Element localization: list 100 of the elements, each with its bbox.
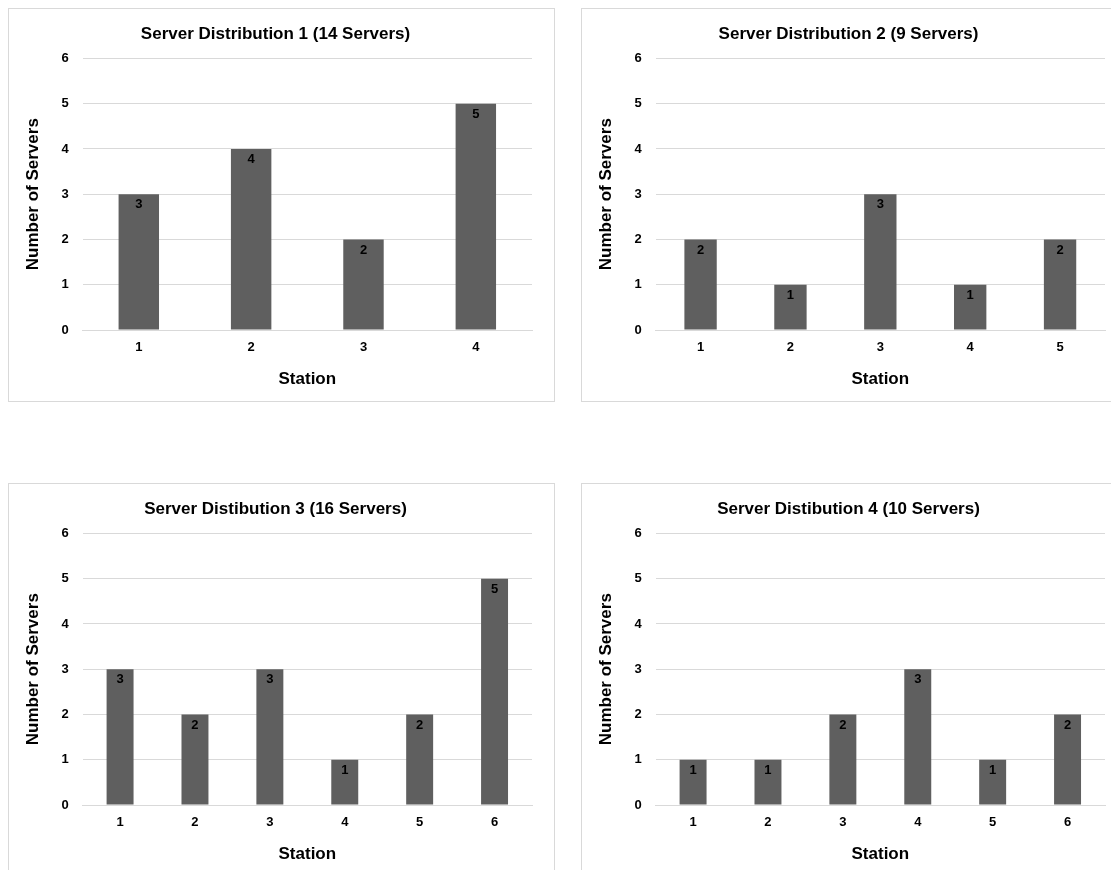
x-tick-label: 2 xyxy=(247,339,255,355)
bar xyxy=(904,669,932,805)
x-tick-label: 2 xyxy=(786,339,795,355)
data-label: 3 xyxy=(116,671,124,687)
x-tick-label: 6 xyxy=(1063,814,1072,830)
data-label: 3 xyxy=(266,671,274,687)
y-tick-label: 2 xyxy=(61,231,69,247)
x-tick-label: 2 xyxy=(191,814,199,830)
chart-title: Server Distibution 3 (16 Servers) xyxy=(144,498,407,518)
y-tick-label: 0 xyxy=(61,321,69,337)
y-axis-title: Number of Servers xyxy=(595,118,615,271)
y-tick-label: 0 xyxy=(61,796,69,812)
x-tick-label: 1 xyxy=(696,339,705,355)
y-axis-title: Number of Servers xyxy=(22,118,42,271)
y-tick-label: 4 xyxy=(634,140,643,156)
chart-title: Server Distribution 2 (9 Servers) xyxy=(718,23,979,43)
data-label: 1 xyxy=(764,761,772,777)
chart-title: Server Distibution 4 (10 Servers) xyxy=(717,498,980,518)
bar xyxy=(774,284,807,330)
bar xyxy=(181,714,209,805)
y-tick-label: 5 xyxy=(61,95,69,111)
data-label: 2 xyxy=(1056,241,1064,257)
x-tick-label: 1 xyxy=(689,814,697,830)
bar xyxy=(679,759,707,805)
bar xyxy=(331,759,359,805)
bar xyxy=(106,669,134,805)
y-tick-label: 1 xyxy=(634,276,642,292)
data-label: 2 xyxy=(839,716,847,732)
y-tick-label: 4 xyxy=(634,615,643,631)
y-tick-label: 0 xyxy=(634,796,642,812)
bar xyxy=(118,194,160,330)
data-label: 5 xyxy=(472,105,480,121)
data-label: 1 xyxy=(341,761,349,777)
bar xyxy=(1054,714,1082,805)
y-tick-label: 3 xyxy=(634,185,642,201)
y-tick-label: 3 xyxy=(61,660,69,676)
bar xyxy=(754,759,782,805)
bar xyxy=(954,284,987,330)
y-tick-label: 0 xyxy=(634,321,642,337)
y-tick-label: 6 xyxy=(61,49,69,65)
x-tick-label: 5 xyxy=(989,814,997,830)
x-tick-label: 5 xyxy=(1056,339,1064,355)
y-tick-label: 6 xyxy=(634,49,642,65)
x-tick-label: 3 xyxy=(359,339,368,355)
y-tick-label: 4 xyxy=(61,140,70,156)
y-tick-label: 6 xyxy=(61,524,69,540)
x-axis-title: Station xyxy=(278,369,337,389)
data-label: 1 xyxy=(989,761,997,777)
x-tick-label: 4 xyxy=(341,814,350,830)
bar xyxy=(979,759,1007,805)
x-tick-label: 3 xyxy=(839,814,847,830)
x-axis-title: Station xyxy=(851,844,910,864)
data-label: 3 xyxy=(876,196,884,212)
bar xyxy=(684,239,717,330)
data-label: 2 xyxy=(696,241,705,257)
y-tick-label: 5 xyxy=(634,95,642,111)
data-label: 1 xyxy=(786,286,795,302)
x-tick-label: 1 xyxy=(116,814,124,830)
x-axis-title: Station xyxy=(278,844,337,864)
bar xyxy=(864,194,897,330)
y-tick-label: 5 xyxy=(61,570,69,586)
x-tick-label: 3 xyxy=(266,814,274,830)
chart-title: Server Distribution 1 (14 Servers) xyxy=(140,23,411,43)
y-tick-label: 2 xyxy=(634,706,642,722)
data-label: 3 xyxy=(914,671,922,687)
x-tick-label: 4 xyxy=(472,339,481,355)
x-axis-title: Station xyxy=(851,369,910,389)
y-tick-label: 2 xyxy=(634,231,642,247)
bar xyxy=(829,714,857,805)
data-label: 2 xyxy=(1063,716,1072,732)
data-label: 4 xyxy=(247,151,256,167)
bar xyxy=(481,578,509,805)
data-label: 2 xyxy=(191,716,199,732)
bar xyxy=(406,714,434,805)
data-label: 1 xyxy=(966,286,974,302)
x-tick-label: 2 xyxy=(764,814,772,830)
bar xyxy=(343,239,384,330)
x-tick-label: 4 xyxy=(914,814,923,830)
bar xyxy=(455,103,497,330)
bar xyxy=(230,148,272,330)
y-axis-title: Number of Servers xyxy=(22,593,42,746)
x-tick-label: 6 xyxy=(490,814,499,830)
y-tick-label: 1 xyxy=(61,276,69,292)
y-tick-label: 3 xyxy=(634,660,642,676)
data-label: 1 xyxy=(689,761,697,777)
y-axis-title: Number of Servers xyxy=(595,593,615,746)
x-tick-label: 1 xyxy=(135,339,143,355)
y-tick-label: 5 xyxy=(634,570,642,586)
y-tick-label: 1 xyxy=(61,751,69,767)
x-tick-label: 5 xyxy=(416,814,424,830)
data-label: 2 xyxy=(416,716,424,732)
y-tick-label: 1 xyxy=(634,751,642,767)
bar xyxy=(256,669,284,805)
y-tick-label: 4 xyxy=(61,615,70,631)
y-tick-label: 2 xyxy=(61,706,69,722)
x-tick-label: 3 xyxy=(876,339,884,355)
x-tick-label: 4 xyxy=(966,339,975,355)
y-tick-label: 6 xyxy=(634,524,642,540)
bar xyxy=(1043,239,1077,330)
y-tick-label: 3 xyxy=(61,185,69,201)
